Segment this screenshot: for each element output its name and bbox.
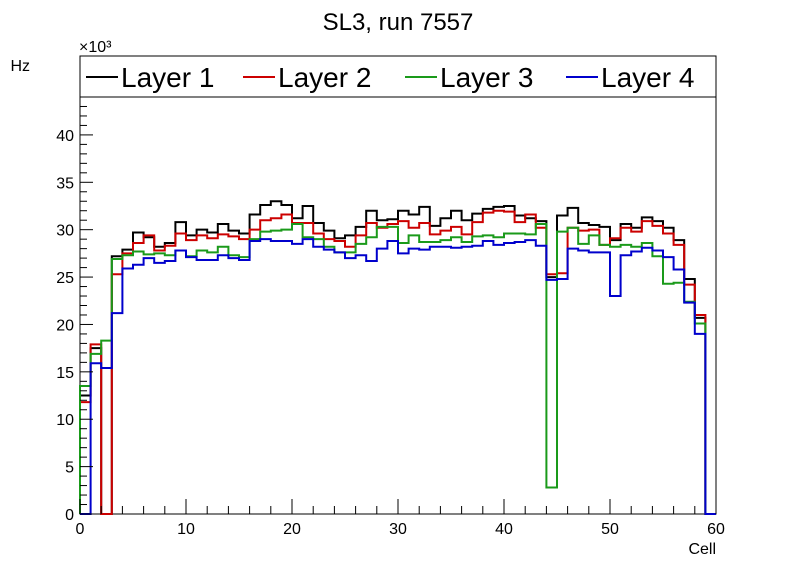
x-tick-label: 10 [177, 521, 195, 538]
legend-label-layer-1: Layer 1 [121, 62, 214, 93]
y-tick-label: 40 [56, 128, 74, 145]
x-axis-label: Cell [688, 541, 716, 558]
legend-label-layer-2: Layer 2 [278, 62, 371, 93]
series-line-layer-2 [79, 209, 716, 515]
y-axis-multiplier: ×10³ [79, 39, 112, 56]
x-tick-label: 30 [389, 521, 407, 538]
x-tick-label: 20 [283, 521, 301, 538]
legend-label-layer-4: Layer 4 [601, 62, 694, 93]
x-tick-label: 0 [76, 521, 85, 538]
y-tick-label: 15 [56, 365, 74, 382]
y-tick-label: 35 [56, 175, 74, 192]
y-axis-label: Hz [10, 58, 30, 75]
x-tick-label: 60 [707, 521, 725, 538]
y-tick-label: 25 [56, 270, 74, 287]
y-tick-label: 0 [65, 507, 74, 524]
legend-label-layer-3: Layer 3 [440, 62, 533, 93]
series-line-layer-1 [79, 200, 716, 515]
plot-frame [79, 96, 717, 515]
y-tick-label: 5 [65, 460, 74, 477]
chart-title: SL3, run 7557 [323, 9, 474, 36]
legend: Layer 1 Layer 2 Layer 3 Layer 4 [79, 55, 717, 98]
plot-area: 0 10 20 30 40 50 60 0 5 10 15 20 25 30 35 40 [56, 96, 725, 538]
legend-box [79, 55, 717, 98]
x-tick-label: 40 [495, 521, 513, 538]
x-tick-label: 50 [601, 521, 619, 538]
series-line-layer-4 [80, 238, 716, 515]
y-tick-label: 20 [56, 317, 74, 334]
y-tick-label: 10 [56, 412, 74, 429]
y-tick-label: 30 [56, 223, 74, 240]
